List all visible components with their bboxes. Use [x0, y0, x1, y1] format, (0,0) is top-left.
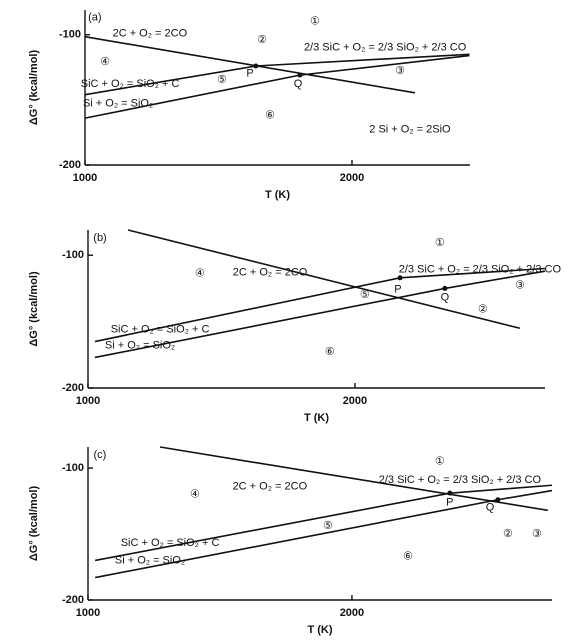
annotation: ①: [435, 237, 445, 249]
y-tick-label: -100: [59, 29, 81, 41]
annotation: (b): [93, 232, 106, 244]
annotation: (c): [93, 449, 106, 461]
annotation: ②: [257, 34, 267, 46]
annotation: Q: [486, 502, 495, 514]
annotation: ⑤: [323, 520, 333, 532]
reaction-line: [444, 270, 546, 290]
annotation: ⑥: [325, 346, 335, 358]
y-tick-label: -100: [62, 249, 84, 261]
y-tick-label: -200: [59, 159, 81, 171]
y-tick-label: -200: [62, 594, 84, 606]
annotation: ⑤: [360, 289, 370, 301]
annotation: 2C + O₂ = 2CO: [233, 480, 308, 492]
reaction-line: [299, 54, 470, 76]
annotation: SiC + O₂ = SiO₂ + C: [111, 323, 210, 335]
intersection-point: [397, 275, 403, 281]
reaction-line: [400, 267, 546, 279]
annotation: ④: [100, 56, 110, 68]
annotation: SiC + O₂ = SiO₂ + C: [81, 78, 180, 90]
annotation: Si + O₂ = SiO₂: [115, 554, 185, 566]
intersection-point: [447, 490, 453, 496]
reaction-line: [255, 53, 470, 67]
x-tick-label: 2000: [340, 607, 364, 619]
annotation: ④: [195, 268, 205, 280]
x-axis-label: T (K): [265, 189, 290, 201]
intersection-point: [297, 72, 303, 78]
annotation: Si + O₂ = SiO₂: [105, 339, 175, 351]
annotation: ⑥: [265, 109, 275, 121]
y-axis-label: ΔG° (kcal/mol): [28, 486, 40, 562]
annotation: Q: [441, 292, 450, 304]
y-tick-label: -100: [62, 462, 84, 474]
annotation: ①: [310, 16, 320, 28]
annotation: Si + O₂ = SiO₂: [83, 98, 153, 110]
annotation: ④: [190, 488, 200, 500]
annotation: ③: [395, 65, 405, 77]
reaction-line: [94, 287, 446, 359]
annotation: ⑥: [403, 550, 413, 562]
x-tick-label: 1000: [76, 395, 100, 407]
reaction-line: [94, 277, 401, 343]
reaction-line: [84, 74, 301, 119]
y-axis-label: ΔG° (kcal/mol): [28, 271, 40, 347]
reaction-line: [449, 484, 553, 494]
y-tick-label: -200: [62, 382, 84, 394]
intersection-point: [253, 63, 259, 69]
annotation: (a): [88, 12, 101, 24]
x-tick-label: 1000: [73, 172, 97, 184]
annotation: 2/3 SiC + O₂ = 2/3 SiO₂ + 2/3 CO: [399, 264, 562, 276]
x-tick-label: 1000: [76, 607, 100, 619]
annotation: P: [446, 496, 453, 508]
annotation: SiC + O₂ = SiO₂ + C: [121, 537, 220, 549]
annotation: P: [246, 68, 253, 80]
reaction-line: [497, 489, 553, 501]
reaction-line: [127, 229, 521, 330]
annotation: 2C + O₂ = 2CO: [233, 266, 308, 278]
x-tick-label: 2000: [343, 395, 367, 407]
reaction-line: [84, 35, 416, 94]
annotation: ③: [515, 280, 525, 292]
annotation: ⑤: [217, 74, 227, 86]
annotation: 2 Si + O₂ = 2SiO: [369, 124, 451, 136]
intersection-point: [495, 497, 501, 503]
reaction-line: [84, 65, 257, 96]
annotation: ②: [478, 304, 488, 316]
annotation: 2/3 SiC + O₂ = 2/3 SiO₂ + 2/3 CO: [304, 42, 467, 54]
annotation: P: [394, 284, 401, 296]
y-axis-label: ΔG° (kcal/mol): [28, 50, 40, 126]
reaction-line: [94, 498, 499, 579]
annotation: 2C + O₂ = 2CO: [113, 27, 188, 39]
reaction-line: [94, 492, 451, 562]
annotation: 2/3 SiC + O₂ = 2/3 SiO₂ + 2/3 CO: [379, 474, 542, 486]
reaction-line: [159, 446, 548, 512]
annotation: ①: [435, 455, 445, 467]
x-axis-label: T (K): [307, 624, 332, 636]
annotation: ②: [503, 528, 513, 540]
annotation: ③: [532, 528, 542, 540]
intersection-point: [442, 285, 448, 291]
x-axis-label: T (K): [304, 412, 329, 424]
annotation: Q: [294, 78, 303, 90]
x-tick-label: 2000: [340, 172, 364, 184]
